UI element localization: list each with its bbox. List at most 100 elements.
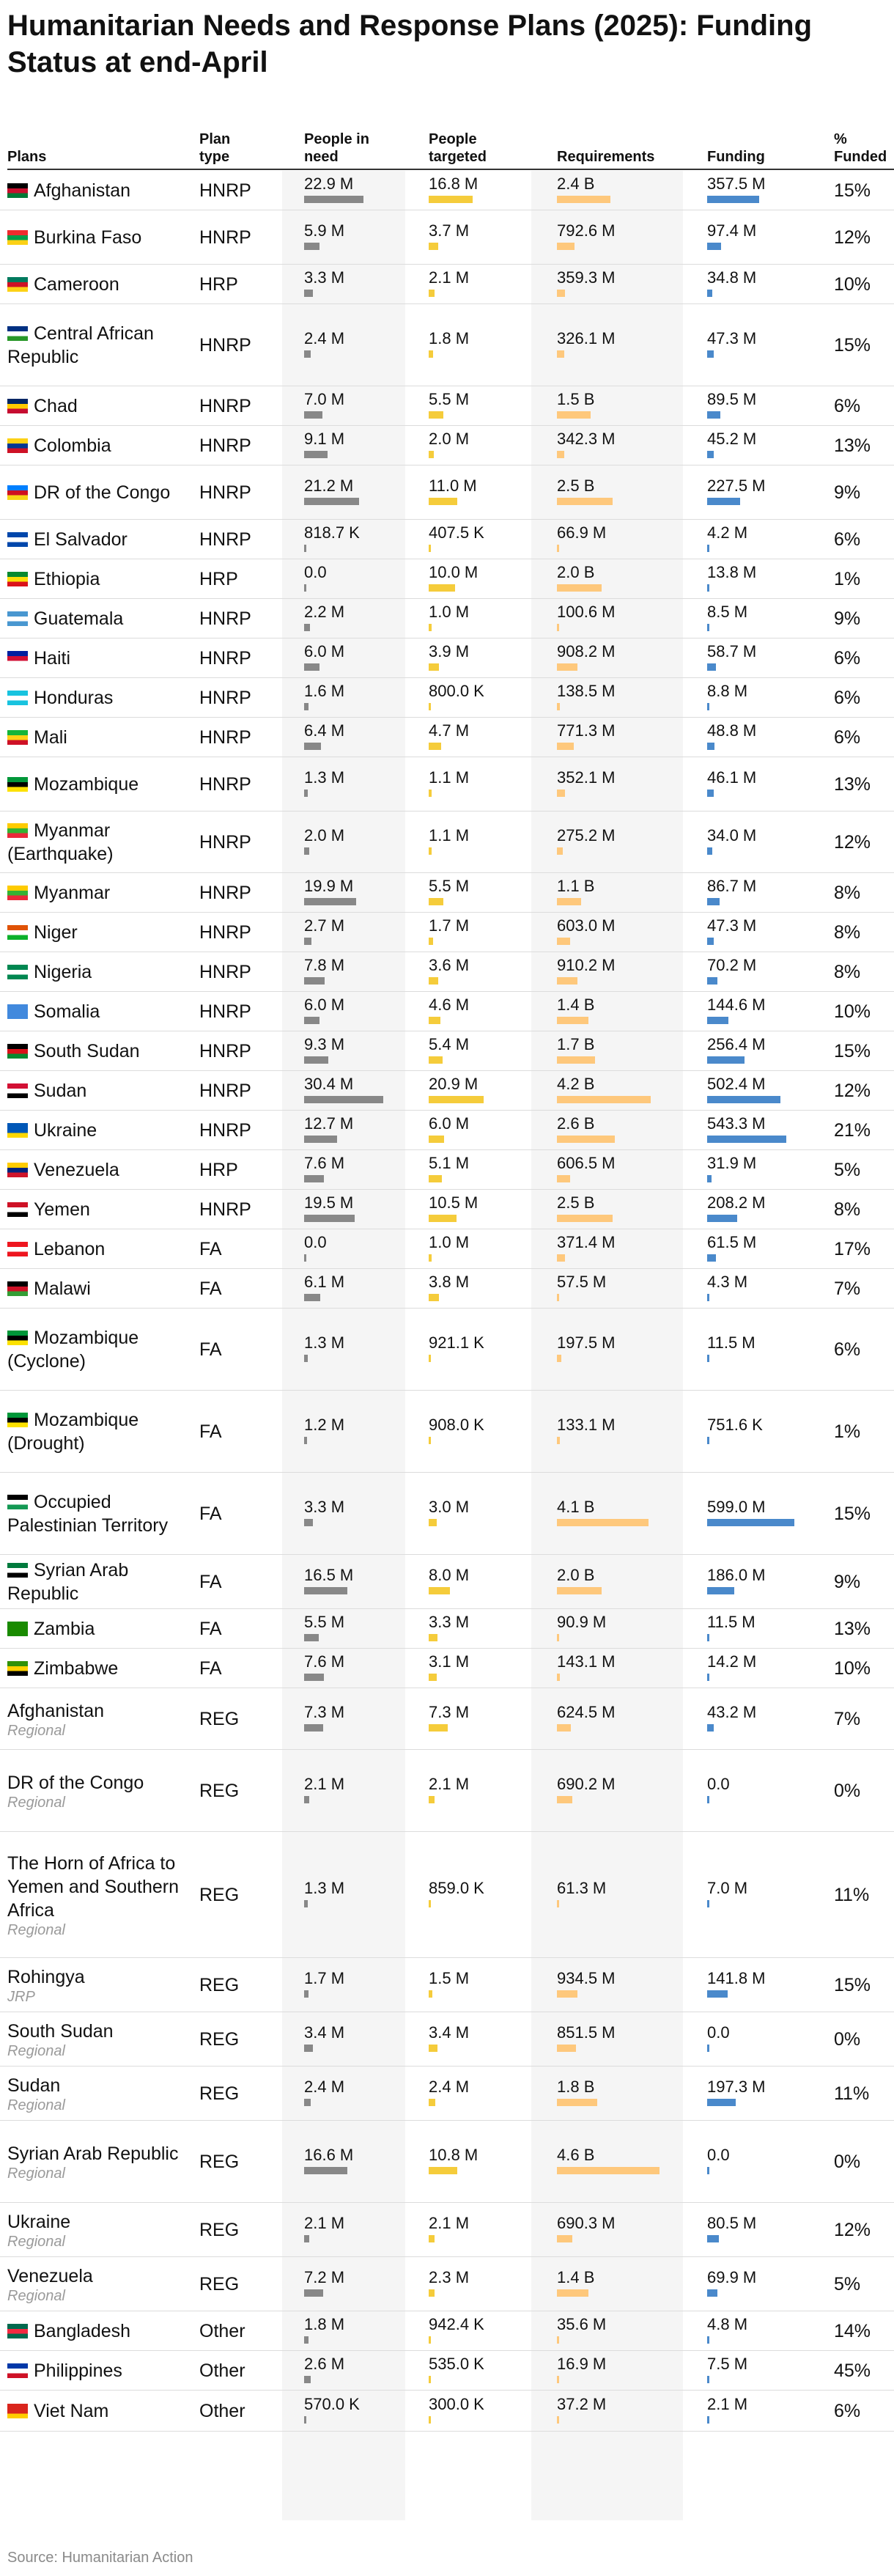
requirements-cell: 690.2 M [557, 1775, 616, 1803]
need-cell: 3.3 M [304, 268, 344, 297]
plan-name-cell: Sudan [7, 1079, 183, 1103]
percent-funded: 9% [834, 608, 861, 629]
funding-cell: 197.3 M [707, 2078, 766, 2106]
requirements-bar [557, 1519, 649, 1526]
need-bar [304, 1519, 313, 1526]
funding-value: 599.0 M [707, 1498, 766, 1516]
need-bar [304, 411, 322, 419]
funding-cell: 47.3 M [707, 329, 756, 358]
plan-type: HNRP [199, 774, 251, 795]
plan-subtitle: Regional [7, 2288, 65, 2304]
funding-bar [707, 1796, 709, 1803]
targeted-bar [429, 2376, 431, 2383]
need-cell: 6.0 M [304, 996, 344, 1024]
requirements-bar [557, 703, 561, 710]
table-row: Myanmar (Earthquake) HNRP 2.0 M 1.1 M 275.2 … [0, 812, 894, 873]
targeted-cell: 5.1 M [429, 1154, 469, 1182]
plan-name-cell: Sudan Regional [7, 2074, 183, 2113]
targeted-bar [429, 790, 432, 797]
need-value: 16.6 M [304, 2146, 354, 2164]
country-flag-icon [7, 611, 28, 626]
plan-type: HNRP [199, 883, 251, 903]
need-bar [304, 1634, 319, 1641]
plan-name-cell: Bangladesh [7, 2319, 183, 2343]
funding-cell: 4.3 M [707, 1273, 747, 1301]
need-value: 818.7 K [304, 523, 360, 542]
table-row: Mozambique (Cyclone) FA 1.3 M 921.1 K 197.5 … [0, 1309, 894, 1391]
targeted-cell: 4.6 M [429, 996, 469, 1024]
need-bar [304, 243, 319, 250]
need-bar [304, 2289, 323, 2297]
plan-type: Other [199, 2401, 245, 2421]
funding-cell: 7.5 M [707, 2355, 747, 2383]
targeted-bar [429, 1254, 432, 1262]
requirements-value: 2.4 B [557, 174, 595, 193]
funding-cell: 69.9 M [707, 2268, 756, 2297]
targeted-bar [429, 2235, 435, 2242]
targeted-cell: 6.0 M [429, 1114, 469, 1143]
targeted-cell: 2.3 M [429, 2268, 469, 2297]
country-flag-icon [7, 1661, 28, 1676]
table-row: Lebanon FA 0.0 1.0 M 371.4 M 61.5 M 17% [0, 1229, 894, 1269]
requirements-value: 61.3 M [557, 1879, 607, 1897]
targeted-value: 3.7 M [429, 221, 470, 240]
funding-cell: 46.1 M [707, 768, 756, 797]
need-cell: 2.4 M [304, 329, 344, 358]
funding-bar [707, 1136, 786, 1143]
table-row: Syrian Arab Republic FA 16.5 M 8.0 M 2.0 B 18… [0, 1555, 894, 1609]
plan-name: Colombia [34, 435, 111, 456]
funding-cell: 144.6 M [707, 996, 766, 1024]
requirements-value: 2.6 B [557, 1114, 595, 1133]
funding-cell: 7.0 M [707, 1879, 747, 1907]
plan-type: REG [199, 1781, 240, 1801]
funding-bar [707, 847, 712, 855]
requirements-cell: 143.1 M [557, 1652, 616, 1681]
funding-value: 14.2 M [707, 1652, 757, 1671]
plan-name: Malawi [34, 1278, 91, 1299]
need-value: 6.1 M [304, 1273, 345, 1291]
need-cell: 2.4 M [304, 2078, 344, 2106]
funding-cell: 11.5 M [707, 1333, 756, 1362]
requirements-bar [557, 898, 582, 905]
plan-name-cell: Burkina Faso [7, 226, 183, 249]
plan-type: REG [199, 2220, 240, 2240]
plan-subtitle: Regional [7, 1795, 65, 1811]
need-value: 2.0 M [304, 826, 345, 844]
table-row: Myanmar HNRP 19.9 M 5.5 M 1.1 B 86.7 M 8% [0, 873, 894, 913]
funding-cell: 13.8 M [707, 563, 756, 592]
targeted-bar [429, 743, 441, 750]
percent-funded: 6% [834, 396, 861, 416]
funding-value: 208.2 M [707, 1193, 766, 1212]
targeted-bar [429, 977, 438, 985]
plan-name: Occupied Palestinian Territory [7, 1492, 169, 1536]
need-cell: 1.6 M [304, 682, 344, 710]
percent-funded: 5% [834, 1160, 861, 1180]
targeted-value: 20.9 M [429, 1075, 479, 1093]
need-bar [304, 1990, 309, 1998]
requirements-value: 16.9 M [557, 2355, 607, 2373]
need-bar [304, 977, 325, 985]
plan-name-cell: Somalia [7, 1000, 183, 1023]
requirements-value: 1.4 B [557, 996, 595, 1014]
table-row: Guatemala HNRP 2.2 M 1.0 M 100.6 M 8.5 M 9% [0, 599, 894, 639]
targeted-cell: 8.0 M [429, 1566, 469, 1594]
targeted-bar [429, 196, 473, 203]
targeted-value: 10.0 M [429, 563, 479, 581]
plan-name: Syrian Arab Republic [7, 2143, 179, 2164]
need-value: 7.0 M [304, 390, 345, 408]
requirements-value: 1.7 B [557, 1035, 595, 1053]
need-bar [304, 938, 311, 945]
plan-name: South Sudan [34, 1041, 140, 1061]
targeted-bar [429, 1017, 441, 1024]
country-flag-icon [7, 230, 28, 245]
plan-name: Bangladesh [34, 2321, 131, 2341]
need-cell: 5.9 M [304, 221, 344, 250]
need-value: 9.1 M [304, 430, 345, 448]
requirements-cell: 16.9 M [557, 2355, 606, 2383]
funding-bar [707, 1294, 709, 1301]
funding-cell: 31.9 M [707, 1154, 756, 1182]
requirements-cell: 371.4 M [557, 1233, 616, 1262]
need-cell: 1.3 M [304, 768, 344, 797]
targeted-cell: 20.9 M [429, 1075, 484, 1103]
targeted-bar [429, 703, 431, 710]
